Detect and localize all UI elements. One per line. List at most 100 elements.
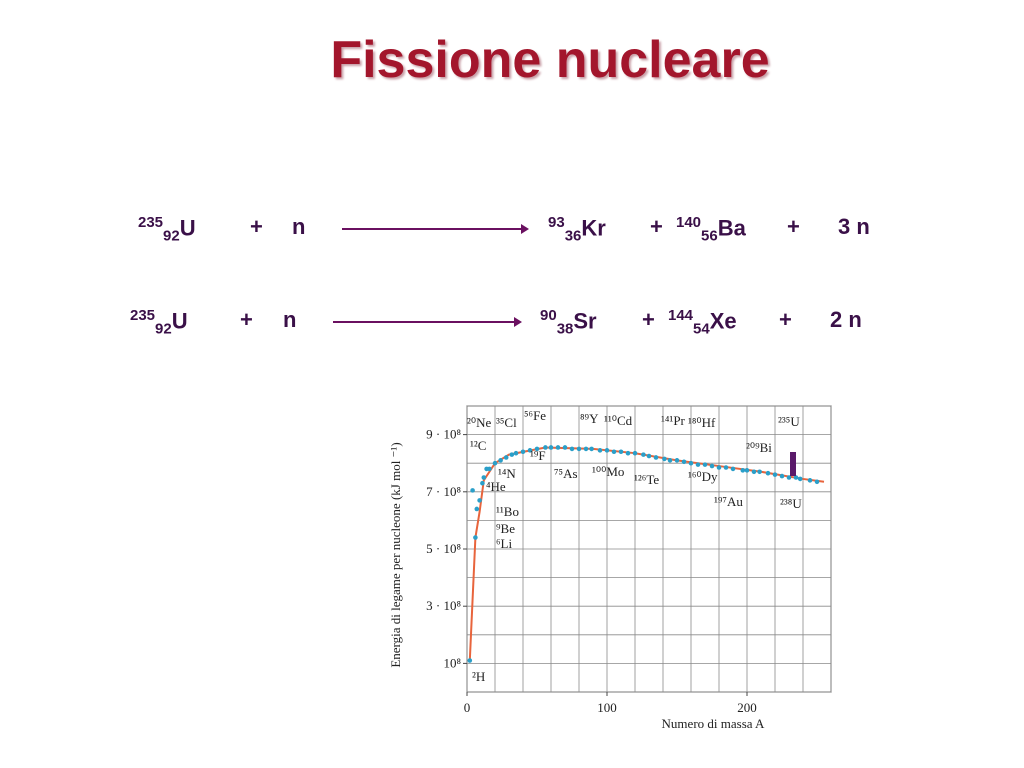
data-point: [723, 465, 729, 470]
nuclide: 14454Xe: [668, 307, 737, 338]
data-point: [632, 450, 638, 456]
element-label: ¹⁹⁷Au: [714, 494, 743, 509]
element-label: ¹⁴¹Pr: [661, 413, 686, 428]
nuclide: 9038Sr: [540, 307, 597, 338]
data-point: [562, 445, 568, 450]
data-point: [618, 449, 624, 455]
element-label: ¹²C: [470, 438, 486, 453]
atomic-number: 92: [163, 227, 180, 245]
atomic-number: 38: [556, 320, 574, 338]
nuclide: 14056Ba: [676, 214, 746, 245]
data-point: [611, 449, 617, 455]
eq-term: 2 n: [830, 307, 862, 332]
atomic-number: 54: [693, 320, 710, 338]
data-point: [589, 446, 594, 452]
data-point: [487, 466, 492, 472]
data-point: [503, 455, 509, 460]
data-point: [513, 450, 519, 456]
y-tick-label: 5 · 10⁸: [426, 541, 461, 556]
eq-term: n: [283, 307, 297, 332]
element-label: ²H: [472, 669, 485, 684]
data-point: [520, 449, 526, 455]
data-point: [527, 448, 533, 453]
mass-number: 235: [138, 214, 164, 231]
data-point: [597, 448, 603, 453]
reaction-arrow: [333, 317, 522, 327]
data-point: [744, 468, 750, 473]
data-point: [681, 459, 687, 465]
data-point: [474, 506, 480, 512]
data-point: [509, 452, 515, 457]
eq-term: n: [292, 214, 306, 239]
data-point: [716, 465, 722, 470]
element-label: ¹⁴N: [498, 466, 516, 481]
reaction-arrow: [342, 224, 529, 234]
element-label: ⁶Li: [496, 536, 512, 551]
data-point: [492, 460, 498, 466]
atomic-number: 92: [155, 320, 172, 338]
data-point: [498, 458, 503, 463]
eq-term: +: [650, 214, 663, 239]
y-axis-label: Energia di legame per nucleone (kJ mol ⁻…: [388, 442, 403, 667]
data-point: [481, 475, 487, 480]
element-label: ¹⁹F: [530, 448, 546, 463]
element-label: ¹¹Bo: [496, 504, 519, 519]
data-point: [470, 488, 475, 493]
eq-term: +: [642, 307, 655, 332]
data-point: [807, 478, 813, 483]
data-point: [797, 476, 803, 482]
data-point: [604, 448, 610, 453]
data-point: [786, 475, 792, 480]
data-point: [625, 450, 631, 456]
eq-term: 3 n: [838, 214, 870, 239]
slide-title: Fissione nucleare: [330, 31, 770, 89]
eq-term: +: [240, 307, 253, 332]
data-point: [653, 455, 659, 460]
eq-term: +: [787, 214, 800, 239]
element-symbol: Xe: [709, 308, 737, 334]
mass-number: 144: [668, 307, 694, 324]
mass-number: 93: [548, 214, 565, 231]
data-point: [779, 473, 785, 479]
element-label: ⁷⁵As: [554, 466, 578, 481]
data-point: [473, 535, 478, 540]
data-point: [534, 446, 540, 452]
element-symbol: Ba: [717, 215, 746, 241]
element-label: ¹¹⁰Cd: [604, 413, 633, 428]
element-label: ⁴He: [486, 479, 506, 494]
y-tick-label: 10⁸: [443, 655, 461, 670]
x-tick-label: 100: [597, 700, 617, 715]
element-label: ²⁰⁹Bi: [746, 440, 772, 455]
element-label: ⁹Be: [496, 521, 515, 536]
data-point: [480, 480, 485, 486]
uranium-marker: [790, 452, 796, 476]
data-point: [730, 466, 736, 472]
data-point: [814, 479, 820, 485]
data-point: [555, 445, 561, 450]
data-point: [709, 463, 715, 469]
element-label: ²³⁸U: [780, 496, 802, 511]
data-point: [695, 462, 701, 467]
x-tick-label: 200: [737, 700, 757, 715]
element-label: ¹⁰⁰Mo: [592, 464, 624, 479]
data-point: [477, 498, 482, 503]
element-label: ⁸⁹Y: [580, 411, 599, 426]
data-point: [667, 458, 673, 463]
element-symbol: Kr: [581, 215, 606, 241]
mass-number: 235: [130, 307, 156, 324]
element-symbol: Sr: [573, 308, 597, 334]
element-label: ¹⁶⁰Dy: [688, 469, 718, 484]
data-point: [583, 446, 589, 452]
data-point: [674, 458, 680, 463]
atomic-number: 36: [564, 227, 582, 245]
data-point: [740, 468, 746, 473]
data-point: [702, 462, 708, 467]
element-label: ²³⁵U: [778, 414, 800, 429]
data-point: [548, 445, 554, 450]
eq-term: +: [779, 307, 792, 332]
mass-number: 90: [540, 307, 557, 324]
nuclide: 23592U: [138, 214, 196, 245]
data-point: [576, 446, 582, 452]
